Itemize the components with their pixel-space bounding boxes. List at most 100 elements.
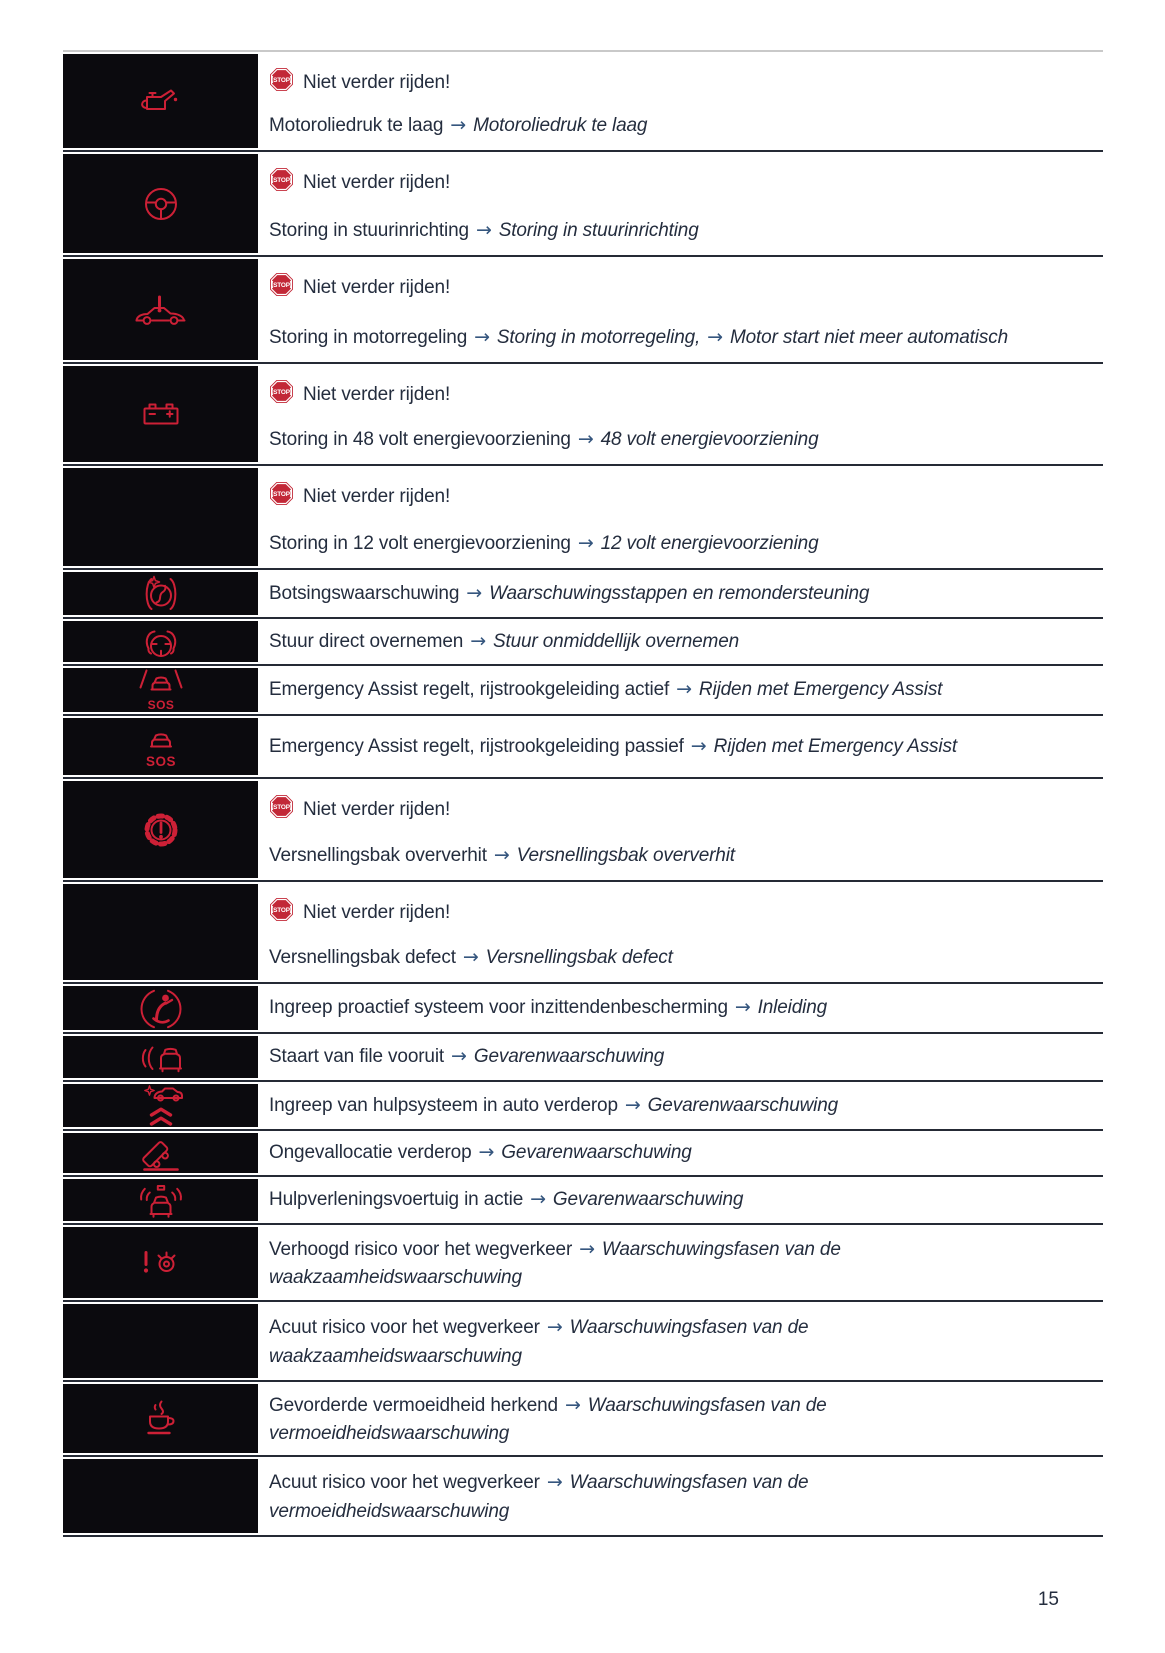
row-description: Acuut risico voor het wegverkeer → Waarsch… [258,1457,1103,1535]
hands-on-wheel-icon [145,630,176,657]
arrow-icon: → [470,629,486,652]
stop-badge: STOP [269,379,294,410]
row-text: Versnellingsbak oververhit [269,844,487,866]
row-description-line: Acuut risico voor het wegverkeer → Waarsch… [269,1468,809,1526]
row-text: Versnellingsbak defect [269,946,456,968]
stop-warning-line: STOP Niet verder rijden! [269,167,1097,198]
row-description: Botsingswaarschuwing → Waarschuwingsstappe… [258,570,1103,617]
stop-warning-line: STOP Niet verder rijden! [269,379,1097,410]
stop-text: Niet verder rijden! [303,485,451,507]
cross-reference: Storing in motorregeling, [496,326,701,348]
page-number: 15 [1037,1589,1059,1610]
row-text: Hulpverleningsvoertuig in actie [269,1189,524,1211]
arrow-icon: → [451,1045,467,1068]
svg-text:SOS: SOS [147,698,174,712]
row-text: Botsingswaarschuwing [269,582,460,604]
stop-badge: STOP [269,272,294,303]
emergency-vehicle-icon-cell [63,1179,258,1221]
row-text: Emergency Assist regelt, rijstrookgeleid… [269,735,684,757]
row-description: STOP Niet verder rijden! Storing in 12 vol… [258,466,1103,568]
row-description: Staart van file vooruit → Gevarenwaarschuw… [258,1034,1103,1080]
arrow-icon: → [530,1188,546,1211]
row-description: STOP Niet verder rijden! Motoroliedruk te … [258,52,1103,150]
row-description: STOP Niet verder rijden! Storing in stuuri… [258,152,1103,255]
collision-warning-icon [145,575,176,610]
arrow-icon: → [474,325,490,348]
row-description-line: Emergency Assist regelt, rijstrookgeleid… [269,675,942,705]
emergency-assist-lane-icon-cell: SOS [63,668,258,712]
row-description-line: Botsingswaarschuwing → Waarschuwingsstappe… [269,579,869,609]
row-text: Storing in 12 volt energievoorziening [269,532,571,554]
row-text: Storing in 48 volt energievoorziening [269,428,571,450]
stop-icon: STOP [270,168,293,191]
row-description-line: Versnellingsbak defect → Versnellingsbak d… [269,943,1097,973]
row-text: Stuur direct overnemen [269,630,464,652]
svg-text:STOP: STOP [273,282,291,289]
row-description: STOP Niet verder rijden! Versnellingsbak o… [258,779,1103,880]
cross-reference: Waarschuwingsfasen van de [587,1394,827,1416]
battery-icon [143,403,178,425]
stop-warning-line: STOP Niet verder rijden! [269,272,1097,303]
row-text: Storing in stuurinrichting [269,219,469,241]
cross-reference: Motoroliedruk te laag [473,114,648,136]
stop-badge: STOP [269,481,294,512]
row-description-line: Ongevallocatie verderop → Gevarenwaarschuw… [269,1138,692,1168]
fatigue-warning-icon [146,1400,174,1434]
table-row: STOP Niet verder rijden! Motoroliedruk te … [63,52,1103,152]
table-row: STOP Niet verder rijden! Storing in 12 vol… [63,466,1103,570]
svg-text:STOP: STOP [273,491,291,498]
cross-reference: vermoeidheidswaarschuwing [269,1500,510,1522]
oil-pressure-icon [140,89,177,110]
arrow-icon: → [546,1316,563,1338]
row-description: Ingreep proactief systeem voor inzittend… [258,984,1103,1032]
stop-badge: STOP [269,167,294,198]
table-row: Hulpverleningsvoertuig in actie → Gevarenw… [63,1177,1103,1225]
traffic-jam-icon [141,1046,182,1073]
cross-reference: Gevarenwaarschuwing [473,1046,665,1068]
table-row: STOP Niet verder rijden! Storing in stuuri… [63,152,1103,257]
emergency-vehicle-icon [139,1185,182,1218]
row-description-line: Staart van file vooruit → Gevarenwaarschuw… [269,1042,664,1072]
arrow-icon: → [475,218,492,241]
stop-badge: STOP [269,794,294,825]
arrow-icon: → [564,1393,581,1416]
svg-text:STOP: STOP [273,177,291,184]
stop-text: Niet verder rijden! [303,383,451,405]
cross-reference: Versnellingsbak oververhit [516,844,735,866]
cross-reference: 48 volt energievoorziening [600,428,819,450]
arrow-icon: → [624,1093,641,1116]
engine-control-icon [135,295,185,325]
stop-warning-line: STOP Niet verder rijden! [269,794,1097,825]
cross-reference: Motor start niet meer automatisch [729,326,1008,348]
table-row: Ongevallocatie verderop → Gevarenwaarschuw… [63,1131,1103,1177]
assist-intervention-icon-cell [63,1084,258,1127]
cross-reference: Waarschuwingsfasen van de [569,1472,809,1493]
table-row: Ingreep van hulpsysteem in auto verderop… [63,1082,1103,1131]
accident-location-icon [141,1141,179,1171]
table-row: Ingreep proactief systeem voor inzittend… [63,984,1103,1034]
stop-icon: STOP [270,898,293,921]
table-row: STOP Niet verder rijden! Versnellingsbak o… [63,779,1103,882]
row-text: Ongevallocatie verderop [269,1142,472,1164]
assist-intervention-icon [143,1084,183,1126]
occupant-protection-icon-cell [63,986,258,1030]
table-row: Staart van file vooruit → Gevarenwaarschuw… [63,1034,1103,1082]
svg-text:STOP: STOP [273,389,291,396]
row-description-line: Gevorderde vermoeidheid herkend → Waarschu… [269,1391,827,1449]
table-row: Acuut risico voor het wegverkeer → Waarsch… [63,1457,1103,1537]
emergency-assist-lane-icon: SOS [139,669,182,712]
arrow-icon: → [579,1237,595,1260]
table-row: Stuur direct overnemen → Stuur onmiddellij… [63,619,1103,666]
battery-icon-cell [63,366,258,462]
row-text: Motoroliedruk te laag [269,114,444,136]
svg-text:STOP: STOP [273,804,291,811]
row-description: Verhoogd risico voor het wegverkeer → Waar… [258,1225,1103,1300]
empty-icon-cell [63,1459,258,1533]
table-row: STOP Niet verder rijden! Storing in 48 vol… [63,364,1103,466]
empty-icon-cell [63,468,258,566]
arrow-icon: → [462,945,479,968]
stop-badge: STOP [269,897,294,928]
row-text: Emergency Assist regelt, rijstrookgeleid… [269,679,670,701]
table-row: STOP Niet verder rijden! Versnellingsbak d… [63,882,1103,984]
alertness-warning-icon [143,1250,175,1273]
